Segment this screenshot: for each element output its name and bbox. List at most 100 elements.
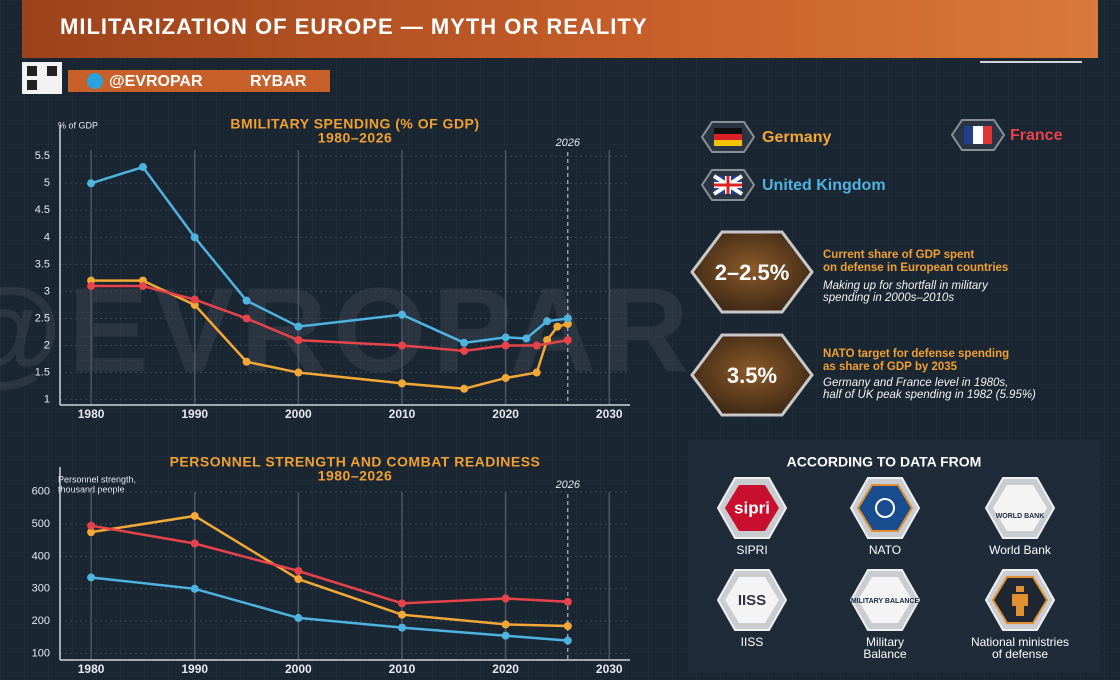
y-tick-label: 2.5 — [35, 312, 50, 324]
source-logo-field — [725, 577, 779, 623]
nato-emblem — [875, 498, 895, 518]
x-tick-label: 2000 — [285, 662, 312, 676]
stat-value: 3.5% — [727, 363, 777, 388]
x-tick-label: 2020 — [492, 662, 519, 676]
stat-heading: Current share of GDP spent — [823, 249, 974, 261]
source-logo: sipri — [734, 498, 770, 517]
source-logo-field — [993, 485, 1047, 531]
source-logo-field — [725, 485, 779, 531]
data-point — [398, 599, 406, 608]
x-tick-label: 2030 — [596, 407, 623, 421]
y-tick-label: 3.5 — [35, 258, 50, 270]
x-tick-label: 2010 — [389, 407, 416, 421]
stat: 3.5% NATO target for defense spending as… — [690, 333, 1036, 417]
flag-stripe — [714, 128, 742, 134]
stat-hexagon — [690, 230, 814, 314]
stat-heading: NATO target for defense spending — [823, 348, 1009, 360]
stat-value: 2–2.5% — [715, 260, 790, 285]
source-logo: WORLD BANK — [996, 513, 1045, 520]
source-label: IISS — [741, 635, 764, 649]
flag-stripe — [714, 140, 742, 146]
telegram-icon — [87, 73, 103, 89]
data-point — [294, 322, 303, 331]
data-point — [563, 622, 572, 631]
data-point — [398, 610, 406, 619]
data-point — [563, 597, 572, 606]
chart-subtitle: 1980–2026 — [318, 468, 393, 484]
x-tick-label: 2010 — [389, 662, 416, 676]
y-axis-label: % of GDP — [58, 120, 98, 130]
data-point — [553, 322, 562, 331]
page-title: MILITARIZATION OF EUROPE — MYTH OR REALI… — [60, 14, 648, 39]
data-point — [294, 567, 303, 575]
flag-stripe — [983, 126, 992, 144]
data-point — [294, 336, 303, 345]
data-point — [501, 373, 510, 382]
flag-stripe — [973, 126, 983, 144]
brand: RYBAR — [250, 73, 307, 90]
y-tick-label: 600 — [32, 486, 50, 498]
flag-stripe — [714, 134, 742, 140]
data-point — [242, 296, 251, 305]
y-tick-label: 5 — [44, 177, 50, 189]
data-point — [563, 636, 572, 645]
data-point — [190, 295, 199, 304]
source-logo: MILITARY BALANCE — [851, 598, 920, 605]
y-tick-label: 4 — [44, 231, 50, 243]
data-point — [398, 379, 406, 388]
x-tick-label: 1980 — [78, 407, 105, 421]
sources-title: ACCORDING TO DATA FROM — [787, 454, 982, 470]
data-point — [294, 613, 303, 622]
data-point — [398, 310, 406, 319]
data-point — [87, 179, 96, 188]
sources-panel: ACCORDING TO DATA FROM sipri SIPRI NATO WOR… — [688, 440, 1100, 672]
marker-label: 2026 — [555, 137, 581, 149]
y-tick-label: 2 — [44, 339, 50, 351]
source-label: World Bank — [989, 543, 1052, 557]
data-point — [532, 368, 541, 377]
data-point — [501, 620, 510, 629]
data-point — [87, 282, 96, 291]
data-point — [87, 573, 96, 582]
source-label: of defense — [992, 647, 1048, 661]
data-point — [190, 584, 199, 593]
y-tick-label: 3 — [44, 285, 50, 297]
stat-note: spending in 2000s–2010s — [823, 292, 954, 304]
legend-label: United Kingdom — [762, 177, 886, 194]
data-point — [138, 163, 147, 172]
y-tick-label: 5.5 — [35, 150, 50, 162]
data-point — [190, 511, 199, 520]
y-axis-label: thousand people — [58, 484, 125, 494]
qr-corner — [47, 66, 57, 76]
data-point — [563, 314, 572, 323]
stat-heading: as share of GDP by 2035 — [823, 361, 958, 373]
data-point — [501, 631, 510, 640]
stat: 2–2.5% Current share of GDP spent on def… — [690, 230, 1008, 314]
data-point — [398, 341, 406, 350]
x-tick-label: 2020 — [492, 407, 519, 421]
data-point — [294, 368, 303, 377]
y-tick-label: 400 — [32, 550, 50, 562]
data-point — [532, 341, 541, 350]
legend: Germany France United Kingdom — [700, 119, 1063, 201]
source-logo: IISS — [738, 592, 766, 609]
flag-stripe — [964, 126, 973, 144]
x-tick-label: 1990 — [181, 662, 208, 676]
stat-heading: on defense in European countries — [823, 262, 1008, 274]
y-tick-label: 1.5 — [35, 366, 50, 378]
data-point — [242, 357, 251, 366]
data-point — [460, 346, 469, 355]
marker-label: 2026 — [555, 479, 581, 491]
series-line — [91, 284, 569, 353]
source-label: National ministries — [971, 635, 1069, 649]
channel: @EVROPAR — [109, 73, 203, 90]
y-tick-label: 100 — [32, 647, 50, 659]
data-point — [138, 282, 147, 291]
data-point — [543, 317, 552, 326]
series-line — [90, 514, 568, 628]
data-point — [501, 594, 510, 603]
y-tick-label: 4.5 — [35, 204, 50, 216]
data-point — [460, 384, 469, 393]
data-point — [87, 521, 96, 530]
data-point — [501, 333, 510, 342]
